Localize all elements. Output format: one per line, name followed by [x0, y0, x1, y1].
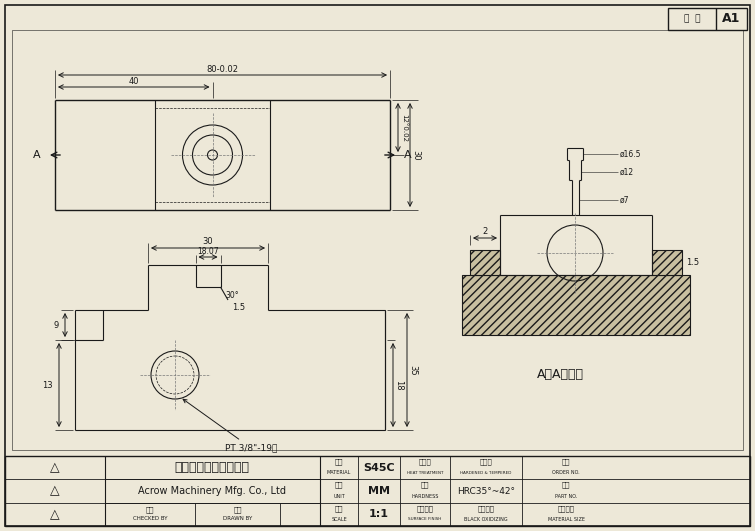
Text: 18.07: 18.07 — [197, 247, 219, 256]
Text: HEAT TREATMENT: HEAT TREATMENT — [407, 471, 443, 475]
Text: ø16.5: ø16.5 — [621, 150, 642, 158]
Text: 材料尺寸: 材料尺寸 — [557, 505, 575, 512]
Text: HARDENED & TEMPERED: HARDENED & TEMPERED — [461, 471, 512, 475]
Text: △: △ — [50, 508, 60, 521]
Text: 熱處理: 熱處理 — [418, 459, 431, 465]
Bar — [462, 275, 690, 335]
Text: 比例: 比例 — [334, 505, 344, 512]
Bar — [470, 250, 500, 275]
Text: 1:1: 1:1 — [369, 509, 389, 519]
Text: 表面處理: 表面處理 — [417, 505, 433, 512]
Text: 80-0.02: 80-0.02 — [207, 64, 239, 73]
Text: ø12: ø12 — [621, 167, 634, 176]
Text: MATERIAL: MATERIAL — [327, 470, 351, 475]
Text: HARDNESS: HARDNESS — [411, 494, 439, 499]
Text: MM: MM — [368, 486, 390, 496]
Text: 材質: 材質 — [334, 459, 344, 465]
Text: DRAWN BY: DRAWN BY — [223, 517, 253, 521]
Text: 35: 35 — [408, 365, 418, 375]
Text: 40: 40 — [128, 76, 139, 85]
Text: 審核: 審核 — [146, 507, 154, 513]
Text: 單位: 單位 — [334, 482, 344, 489]
Text: PT 3/8"-19牙: PT 3/8"-19牙 — [183, 399, 277, 452]
Bar — [668, 8, 747, 30]
Text: S45C: S45C — [363, 463, 395, 473]
Text: ø7: ø7 — [621, 195, 630, 204]
Bar — [12, 30, 743, 450]
Text: 表面設置: 表面設置 — [477, 505, 495, 512]
Text: SCALE: SCALE — [331, 517, 347, 522]
Text: ORDER NO.: ORDER NO. — [552, 470, 580, 475]
Text: 30: 30 — [202, 237, 214, 246]
Text: CHECKED BY: CHECKED BY — [133, 517, 168, 521]
Text: 繪圖: 繪圖 — [234, 507, 242, 513]
Text: 訂號: 訂號 — [562, 459, 570, 465]
Text: PART NO.: PART NO. — [555, 494, 577, 499]
Text: △: △ — [50, 461, 60, 474]
Text: Acrow Machinery Mfg. Co., Ltd: Acrow Machinery Mfg. Co., Ltd — [138, 486, 286, 496]
Text: 版  別: 版 別 — [684, 14, 700, 23]
Text: △: △ — [50, 484, 60, 498]
Text: 1.5: 1.5 — [686, 258, 699, 267]
Text: 硬度: 硬度 — [421, 482, 430, 489]
Text: 30°: 30° — [226, 290, 239, 299]
Text: HRC35°~42°: HRC35°~42° — [457, 486, 515, 495]
Text: 30: 30 — [411, 150, 421, 160]
Text: A: A — [33, 150, 41, 160]
Bar — [652, 250, 682, 275]
Text: A: A — [404, 150, 411, 160]
Text: 丸榮機械股份有限公司: 丸榮機械股份有限公司 — [174, 461, 249, 474]
Text: 13: 13 — [42, 381, 53, 390]
Text: BLACK OXIDIZING: BLACK OXIDIZING — [464, 517, 508, 522]
Text: MATERIAL SIZE: MATERIAL SIZE — [547, 517, 584, 522]
Text: 調　質: 調 質 — [479, 459, 492, 465]
Text: 9: 9 — [54, 321, 59, 330]
Text: 2: 2 — [482, 227, 488, 236]
Text: 12°0.02: 12°0.02 — [401, 114, 407, 141]
Text: 品名: 品名 — [562, 482, 570, 489]
Text: 1.5: 1.5 — [233, 303, 245, 312]
Text: 18: 18 — [395, 380, 403, 390]
Text: UNIT: UNIT — [333, 494, 345, 499]
Text: A－A剖視圖: A－A剖視圖 — [537, 369, 584, 381]
Text: A1: A1 — [722, 13, 740, 25]
Text: SURFACE FINISH: SURFACE FINISH — [408, 518, 442, 521]
Bar — [5, 456, 750, 526]
